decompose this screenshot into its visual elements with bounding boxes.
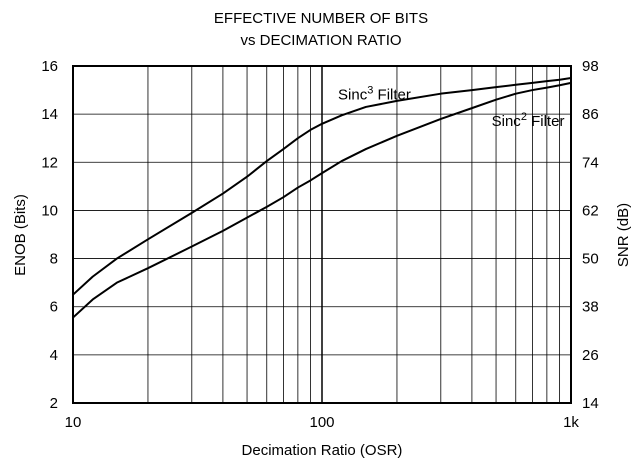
y-tick-label: 16 <box>41 58 58 75</box>
series-label-layer: Sinc3 Filter Sinc2 Filter <box>338 85 564 130</box>
y-tick-label: 4 <box>50 347 58 364</box>
y-tick-label: 12 <box>41 154 58 171</box>
series-line-sinc3 <box>72 77 572 296</box>
plot-frame <box>72 65 572 404</box>
grid-layer <box>73 66 571 403</box>
x-tick-label: 10 <box>65 414 82 431</box>
series-layer <box>72 77 572 319</box>
x-tick-label: 100 <box>309 414 334 431</box>
y2-tick-label: 14 <box>582 395 599 412</box>
x-tick-label: 1k <box>563 414 579 431</box>
x-axis-title: Decimation Ratio (OSR) <box>242 442 403 459</box>
y2-tick-label: 26 <box>582 347 599 364</box>
chart-title-line-1: EFFECTIVE NUMBER OF BITS <box>214 10 428 27</box>
y2-axis-title: SNR (dB) <box>615 203 632 267</box>
y-tick-label: 6 <box>50 299 58 316</box>
y-tick-label: 8 <box>50 251 58 268</box>
y2-tick-label: 62 <box>582 202 599 219</box>
y-tick-label: 2 <box>50 395 58 412</box>
y-tick-label: 10 <box>41 202 58 219</box>
y2-tick-label: 86 <box>582 106 599 123</box>
series-line-sinc2 <box>72 81 572 319</box>
chart-title-line-2: vs DECIMATION RATIO <box>240 32 401 49</box>
series-label-sinc3: Sinc3 Filter <box>338 85 411 104</box>
tick-layer: 10 100 1k 2 4 6 8 10 12 14 16 14 26 38 50 62 74 86 98 <box>41 58 598 431</box>
y-axis-title: ENOB (Bits) <box>12 194 29 276</box>
y2-tick-label: 74 <box>582 154 599 171</box>
y2-tick-label: 38 <box>582 299 599 316</box>
series-label-sinc2: Sinc2 Filter <box>492 111 565 130</box>
y-tick-label: 14 <box>41 106 58 123</box>
y2-tick-label: 98 <box>582 58 599 75</box>
y2-tick-label: 50 <box>582 251 599 268</box>
